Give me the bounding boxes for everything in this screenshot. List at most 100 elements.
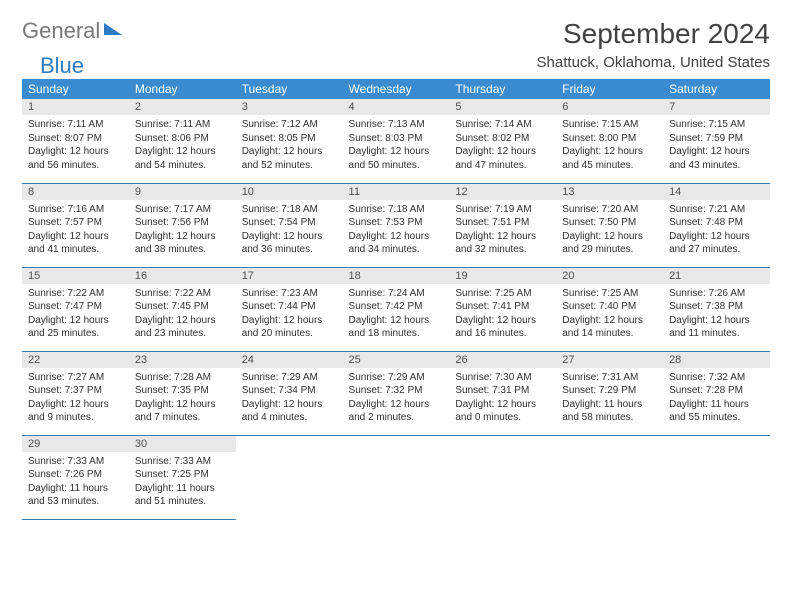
day-number: 23 [129,352,236,368]
day-details: Sunrise: 7:33 AMSunset: 7:26 PMDaylight:… [22,452,129,512]
weekday-header: Friday [556,79,663,99]
calendar-cell: 12Sunrise: 7:19 AMSunset: 7:51 PMDayligh… [449,183,556,267]
page-title: September 2024 [563,18,770,50]
calendar-cell [449,435,556,519]
weekday-header: Saturday [663,79,770,99]
day-number: 13 [556,184,663,200]
day-details: Sunrise: 7:18 AMSunset: 7:53 PMDaylight:… [343,200,450,260]
calendar-cell: 7Sunrise: 7:15 AMSunset: 7:59 PMDaylight… [663,99,770,183]
day-number: 22 [22,352,129,368]
day-details: Sunrise: 7:28 AMSunset: 7:35 PMDaylight:… [129,368,236,428]
day-number: 10 [236,184,343,200]
calendar-cell: 20Sunrise: 7:25 AMSunset: 7:40 PMDayligh… [556,267,663,351]
day-details: Sunrise: 7:27 AMSunset: 7:37 PMDaylight:… [22,368,129,428]
calendar-cell: 5Sunrise: 7:14 AMSunset: 8:02 PMDaylight… [449,99,556,183]
calendar-cell: 21Sunrise: 7:26 AMSunset: 7:38 PMDayligh… [663,267,770,351]
day-details: Sunrise: 7:22 AMSunset: 7:47 PMDaylight:… [22,284,129,344]
day-details: Sunrise: 7:18 AMSunset: 7:54 PMDaylight:… [236,200,343,260]
day-number: 17 [236,268,343,284]
day-details: Sunrise: 7:12 AMSunset: 8:05 PMDaylight:… [236,115,343,175]
weekday-header: Monday [129,79,236,99]
calendar-cell: 24Sunrise: 7:29 AMSunset: 7:34 PMDayligh… [236,351,343,435]
day-details: Sunrise: 7:29 AMSunset: 7:34 PMDaylight:… [236,368,343,428]
calendar-cell: 18Sunrise: 7:24 AMSunset: 7:42 PMDayligh… [343,267,450,351]
day-details: Sunrise: 7:33 AMSunset: 7:25 PMDaylight:… [129,452,236,512]
logo-text-1: General [22,18,100,44]
logo: General [22,18,122,44]
weekday-header: Sunday [22,79,129,99]
day-number: 27 [556,352,663,368]
calendar-cell: 22Sunrise: 7:27 AMSunset: 7:37 PMDayligh… [22,351,129,435]
logo-triangle-icon [104,23,122,35]
day-number: 21 [663,268,770,284]
day-details: Sunrise: 7:25 AMSunset: 7:40 PMDaylight:… [556,284,663,344]
calendar-cell [236,435,343,519]
day-number: 3 [236,99,343,115]
calendar-cell: 4Sunrise: 7:13 AMSunset: 8:03 PMDaylight… [343,99,450,183]
day-number: 8 [22,184,129,200]
day-number: 7 [663,99,770,115]
calendar-cell: 6Sunrise: 7:15 AMSunset: 8:00 PMDaylight… [556,99,663,183]
day-details: Sunrise: 7:11 AMSunset: 8:07 PMDaylight:… [22,115,129,175]
calendar-cell: 13Sunrise: 7:20 AMSunset: 7:50 PMDayligh… [556,183,663,267]
calendar-cell [663,435,770,519]
calendar-cell: 1Sunrise: 7:11 AMSunset: 8:07 PMDaylight… [22,99,129,183]
day-details: Sunrise: 7:13 AMSunset: 8:03 PMDaylight:… [343,115,450,175]
weekday-header: Wednesday [343,79,450,99]
calendar-cell: 2Sunrise: 7:11 AMSunset: 8:06 PMDaylight… [129,99,236,183]
calendar-cell: 29Sunrise: 7:33 AMSunset: 7:26 PMDayligh… [22,435,129,519]
day-details: Sunrise: 7:25 AMSunset: 7:41 PMDaylight:… [449,284,556,344]
day-details: Sunrise: 7:32 AMSunset: 7:28 PMDaylight:… [663,368,770,428]
day-details: Sunrise: 7:21 AMSunset: 7:48 PMDaylight:… [663,200,770,260]
calendar-cell: 14Sunrise: 7:21 AMSunset: 7:48 PMDayligh… [663,183,770,267]
location-subtitle: Shattuck, Oklahoma, United States [537,54,770,71]
day-number: 28 [663,352,770,368]
calendar-cell: 28Sunrise: 7:32 AMSunset: 7:28 PMDayligh… [663,351,770,435]
calendar-cell: 26Sunrise: 7:30 AMSunset: 7:31 PMDayligh… [449,351,556,435]
day-details: Sunrise: 7:17 AMSunset: 7:56 PMDaylight:… [129,200,236,260]
calendar-cell: 16Sunrise: 7:22 AMSunset: 7:45 PMDayligh… [129,267,236,351]
calendar-cell: 27Sunrise: 7:31 AMSunset: 7:29 PMDayligh… [556,351,663,435]
day-details: Sunrise: 7:31 AMSunset: 7:29 PMDaylight:… [556,368,663,428]
day-details: Sunrise: 7:22 AMSunset: 7:45 PMDaylight:… [129,284,236,344]
day-details: Sunrise: 7:19 AMSunset: 7:51 PMDaylight:… [449,200,556,260]
day-number: 1 [22,99,129,115]
calendar-cell [343,435,450,519]
calendar-cell: 25Sunrise: 7:29 AMSunset: 7:32 PMDayligh… [343,351,450,435]
day-details: Sunrise: 7:23 AMSunset: 7:44 PMDaylight:… [236,284,343,344]
day-details: Sunrise: 7:16 AMSunset: 7:57 PMDaylight:… [22,200,129,260]
day-number: 19 [449,268,556,284]
day-number: 5 [449,99,556,115]
weekday-header: Thursday [449,79,556,99]
calendar-cell: 19Sunrise: 7:25 AMSunset: 7:41 PMDayligh… [449,267,556,351]
day-number: 12 [449,184,556,200]
calendar-cell: 23Sunrise: 7:28 AMSunset: 7:35 PMDayligh… [129,351,236,435]
day-number: 4 [343,99,450,115]
calendar-cell: 10Sunrise: 7:18 AMSunset: 7:54 PMDayligh… [236,183,343,267]
day-details: Sunrise: 7:15 AMSunset: 8:00 PMDaylight:… [556,115,663,175]
day-details: Sunrise: 7:29 AMSunset: 7:32 PMDaylight:… [343,368,450,428]
calendar-cell: 17Sunrise: 7:23 AMSunset: 7:44 PMDayligh… [236,267,343,351]
logo-text-2: Blue [40,53,84,79]
day-number: 16 [129,268,236,284]
day-number: 14 [663,184,770,200]
day-details: Sunrise: 7:20 AMSunset: 7:50 PMDaylight:… [556,200,663,260]
day-details: Sunrise: 7:26 AMSunset: 7:38 PMDaylight:… [663,284,770,344]
day-number: 26 [449,352,556,368]
day-details: Sunrise: 7:14 AMSunset: 8:02 PMDaylight:… [449,115,556,175]
calendar-cell: 9Sunrise: 7:17 AMSunset: 7:56 PMDaylight… [129,183,236,267]
weekday-header: Tuesday [236,79,343,99]
day-details: Sunrise: 7:30 AMSunset: 7:31 PMDaylight:… [449,368,556,428]
day-details: Sunrise: 7:15 AMSunset: 7:59 PMDaylight:… [663,115,770,175]
day-details: Sunrise: 7:11 AMSunset: 8:06 PMDaylight:… [129,115,236,175]
day-number: 25 [343,352,450,368]
day-number: 11 [343,184,450,200]
day-number: 20 [556,268,663,284]
calendar-cell: 30Sunrise: 7:33 AMSunset: 7:25 PMDayligh… [129,435,236,519]
day-number: 15 [22,268,129,284]
calendar-cell [556,435,663,519]
calendar-cell: 15Sunrise: 7:22 AMSunset: 7:47 PMDayligh… [22,267,129,351]
day-number: 29 [22,436,129,452]
day-number: 9 [129,184,236,200]
calendar-cell: 8Sunrise: 7:16 AMSunset: 7:57 PMDaylight… [22,183,129,267]
